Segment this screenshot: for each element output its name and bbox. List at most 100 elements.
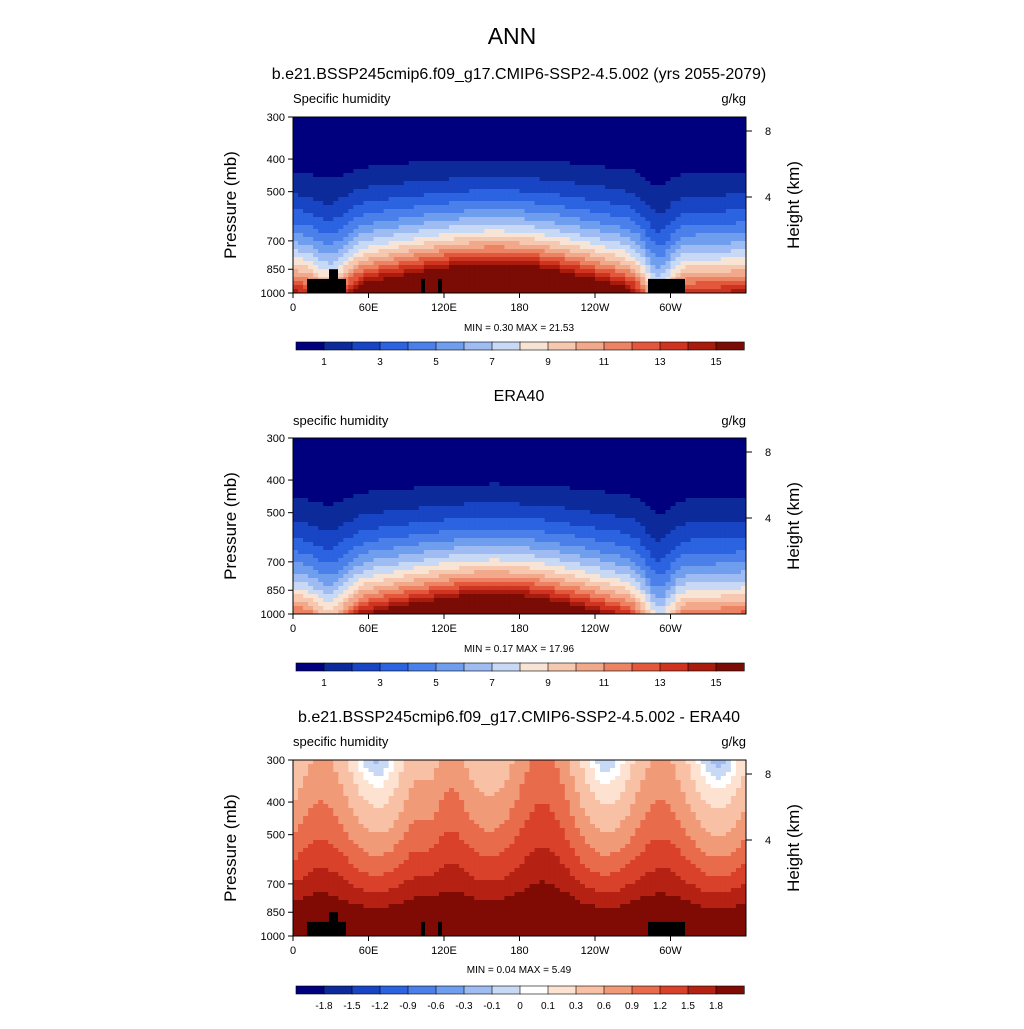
x-tick-label: 120E [431, 302, 457, 314]
field-cell [379, 285, 385, 290]
field-cell [353, 269, 359, 274]
field-cell [323, 458, 329, 463]
field-cell [434, 169, 440, 174]
field-cell [545, 149, 551, 154]
field-cell [681, 265, 687, 270]
field-cell [318, 205, 324, 210]
field-cell [615, 209, 621, 214]
field-cell [605, 205, 611, 210]
field-cell [298, 173, 304, 178]
land-mask-block [307, 279, 346, 293]
field-cell [716, 157, 722, 162]
field-cell [509, 137, 515, 142]
field-cell [404, 221, 410, 226]
field-cell [399, 209, 405, 214]
field-cell [550, 137, 556, 142]
field-cell [615, 169, 621, 174]
field-cell [605, 442, 611, 447]
field-cell [615, 125, 621, 130]
field-cell [580, 141, 586, 146]
field-cell [298, 121, 304, 126]
field-cell [399, 217, 405, 222]
field-cell [681, 173, 687, 178]
field-cell [419, 237, 425, 242]
field-cell [665, 189, 671, 194]
field-cell [535, 125, 541, 130]
field-cell [379, 229, 385, 234]
field-cell [545, 193, 551, 198]
field-cell [706, 285, 712, 290]
field-cell [308, 470, 314, 475]
field-cell [545, 478, 551, 483]
field-cell [575, 233, 581, 238]
field-cell [625, 209, 631, 214]
field-cell [379, 253, 385, 258]
field-cell [555, 209, 561, 214]
field-cell [681, 189, 687, 194]
field-cell [379, 442, 385, 447]
field-cell [736, 442, 742, 447]
field-cell [676, 253, 682, 258]
field-cell [449, 237, 455, 242]
field-cell [444, 133, 450, 138]
field-cell [665, 181, 671, 186]
field-cell [620, 265, 626, 270]
field-cell [369, 470, 375, 475]
field-cell [525, 273, 531, 278]
field-cell [706, 257, 712, 262]
field-cell [620, 454, 626, 459]
field-cell [595, 233, 601, 238]
field-cell [303, 141, 309, 146]
field-cell [731, 141, 737, 146]
field-cell [414, 478, 420, 483]
field-cell [691, 249, 697, 254]
field-cell [560, 245, 566, 250]
field-cell [625, 249, 631, 254]
field-cell [323, 241, 329, 246]
field-cell [379, 446, 385, 451]
field-cell [660, 446, 666, 451]
field-cell [469, 225, 475, 230]
field-cell [635, 281, 641, 286]
field-cell [716, 269, 722, 274]
field-cell [560, 177, 566, 182]
field-cell [681, 458, 687, 463]
field-cell [479, 474, 485, 479]
field-cell [620, 245, 626, 250]
field-cell [348, 185, 354, 190]
field-cell [676, 121, 682, 126]
field-cell [681, 177, 687, 182]
field-cell [459, 173, 465, 178]
field-cell [565, 133, 571, 138]
field-cell [716, 153, 722, 158]
field-cell [736, 161, 742, 166]
field-cell [303, 225, 309, 230]
field-cell [343, 249, 349, 254]
field-cell [726, 169, 732, 174]
field-cell [620, 161, 626, 166]
field-cell [469, 173, 475, 178]
field-cell [399, 201, 405, 206]
field-cell [721, 161, 727, 166]
field-cell [464, 185, 470, 190]
field-cell [333, 125, 339, 130]
field-cell [650, 161, 656, 166]
field-cell [560, 257, 566, 262]
field-cell [424, 141, 430, 146]
field-cell [580, 253, 586, 258]
field-cell [620, 125, 626, 130]
field-cell [525, 245, 531, 250]
field-cell [711, 157, 717, 162]
field-cell [303, 181, 309, 186]
field-cell [550, 129, 556, 134]
field-cell [540, 438, 546, 443]
field-cell [726, 145, 732, 150]
field-cell [484, 125, 490, 130]
field-cell [484, 185, 490, 190]
field-cell [313, 229, 319, 234]
field-cell [696, 201, 702, 206]
field-cell [550, 241, 556, 246]
field-cell [338, 265, 344, 270]
field-cell [308, 462, 314, 467]
field-cell [660, 249, 666, 254]
